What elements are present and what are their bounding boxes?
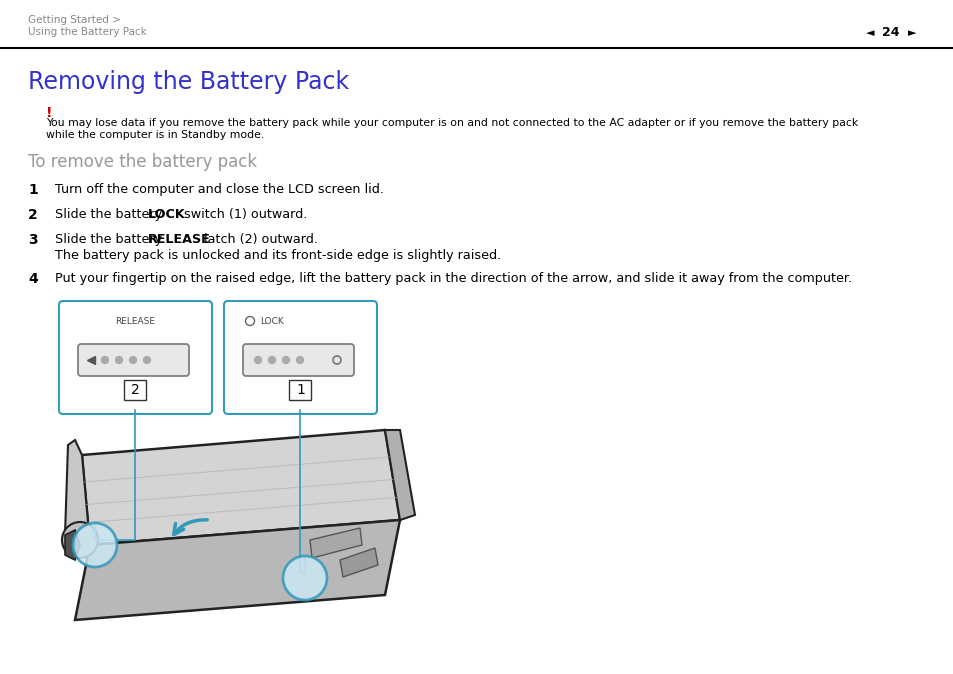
Text: Slide the battery: Slide the battery bbox=[55, 233, 166, 246]
Circle shape bbox=[101, 357, 109, 363]
Text: while the computer is in Standby mode.: while the computer is in Standby mode. bbox=[46, 130, 264, 140]
Text: The battery pack is unlocked and its front-side edge is slightly raised.: The battery pack is unlocked and its fro… bbox=[55, 249, 500, 262]
Text: Put your fingertip on the raised edge, lift the battery pack in the direction of: Put your fingertip on the raised edge, l… bbox=[55, 272, 851, 285]
FancyBboxPatch shape bbox=[224, 301, 376, 414]
Polygon shape bbox=[65, 530, 80, 560]
Text: You may lose data if you remove the battery pack while your computer is on and n: You may lose data if you remove the batt… bbox=[46, 118, 858, 128]
Polygon shape bbox=[385, 430, 415, 520]
Text: Removing the Battery Pack: Removing the Battery Pack bbox=[28, 70, 349, 94]
Text: ◄: ◄ bbox=[864, 28, 873, 38]
Text: LOCK: LOCK bbox=[260, 317, 283, 326]
FancyBboxPatch shape bbox=[59, 301, 212, 414]
FancyBboxPatch shape bbox=[78, 344, 189, 376]
Text: switch (1) outward.: switch (1) outward. bbox=[180, 208, 307, 221]
FancyBboxPatch shape bbox=[289, 380, 312, 400]
Text: ►: ► bbox=[907, 28, 915, 38]
Polygon shape bbox=[82, 430, 399, 545]
Circle shape bbox=[296, 357, 303, 363]
Text: 4: 4 bbox=[28, 272, 38, 286]
Text: 3: 3 bbox=[28, 233, 37, 247]
Circle shape bbox=[254, 357, 261, 363]
Text: 24: 24 bbox=[882, 26, 899, 40]
Text: !: ! bbox=[46, 106, 52, 120]
Polygon shape bbox=[65, 440, 90, 545]
Circle shape bbox=[73, 523, 117, 567]
Polygon shape bbox=[310, 528, 361, 558]
Text: 1: 1 bbox=[295, 383, 305, 397]
Circle shape bbox=[143, 357, 151, 363]
Polygon shape bbox=[339, 548, 377, 577]
FancyBboxPatch shape bbox=[125, 380, 147, 400]
Text: Turn off the computer and close the LCD screen lid.: Turn off the computer and close the LCD … bbox=[55, 183, 384, 196]
Text: RELEASE: RELEASE bbox=[148, 233, 211, 246]
Text: Using the Battery Pack: Using the Battery Pack bbox=[28, 27, 147, 37]
Circle shape bbox=[62, 522, 98, 558]
FancyBboxPatch shape bbox=[243, 344, 354, 376]
Polygon shape bbox=[75, 520, 399, 620]
Text: latch (2) outward.: latch (2) outward. bbox=[200, 233, 317, 246]
Text: 2: 2 bbox=[28, 208, 38, 222]
Circle shape bbox=[130, 357, 136, 363]
Circle shape bbox=[282, 357, 289, 363]
Text: RELEASE: RELEASE bbox=[115, 317, 155, 326]
Text: 1: 1 bbox=[28, 183, 38, 197]
Circle shape bbox=[283, 556, 327, 600]
Text: Slide the battery: Slide the battery bbox=[55, 208, 166, 221]
Text: Getting Started >: Getting Started > bbox=[28, 15, 121, 25]
Circle shape bbox=[115, 357, 122, 363]
Text: To remove the battery pack: To remove the battery pack bbox=[28, 153, 257, 171]
Circle shape bbox=[268, 357, 275, 363]
Text: 2: 2 bbox=[131, 383, 140, 397]
Text: LOCK: LOCK bbox=[148, 208, 186, 221]
